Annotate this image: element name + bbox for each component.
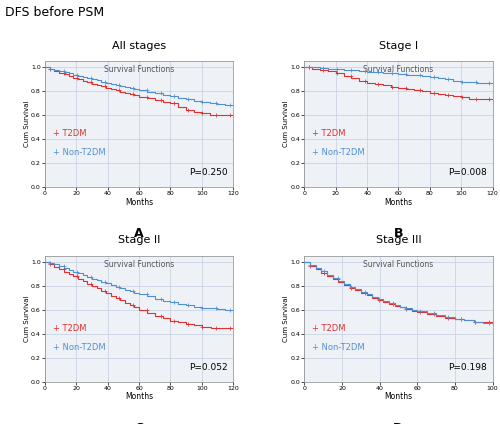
Y-axis label: Cum Survival: Cum Survival: [283, 101, 289, 148]
Text: + T2DM: + T2DM: [52, 324, 86, 333]
Text: A: A: [134, 227, 144, 240]
Text: Stage II: Stage II: [118, 235, 160, 245]
Text: Stage III: Stage III: [376, 235, 422, 245]
Text: Survival Functions: Survival Functions: [364, 260, 434, 269]
Y-axis label: Cum Survival: Cum Survival: [24, 296, 30, 342]
Text: B: B: [394, 227, 403, 240]
X-axis label: Months: Months: [384, 198, 412, 206]
Text: + T2DM: + T2DM: [312, 324, 346, 333]
Text: P=0.250: P=0.250: [189, 168, 228, 177]
Text: + Non-T2DM: + Non-T2DM: [312, 148, 364, 157]
Text: + T2DM: + T2DM: [52, 129, 86, 138]
Text: Stage I: Stage I: [379, 41, 418, 51]
X-axis label: Months: Months: [384, 392, 412, 401]
X-axis label: Months: Months: [125, 392, 153, 401]
Text: D: D: [394, 422, 404, 424]
Text: + Non-T2DM: + Non-T2DM: [52, 343, 105, 351]
Text: P=0.198: P=0.198: [448, 363, 487, 371]
Text: DFS before PSM: DFS before PSM: [5, 6, 104, 20]
Text: P=0.008: P=0.008: [448, 168, 487, 177]
Text: + Non-T2DM: + Non-T2DM: [312, 343, 364, 351]
Text: Survival Functions: Survival Functions: [364, 65, 434, 74]
Text: Survival Functions: Survival Functions: [104, 65, 174, 74]
Text: All stages: All stages: [112, 41, 166, 51]
Text: + Non-T2DM: + Non-T2DM: [52, 148, 105, 157]
Text: C: C: [134, 422, 143, 424]
Text: P=0.052: P=0.052: [189, 363, 228, 371]
Text: + T2DM: + T2DM: [312, 129, 346, 138]
Y-axis label: Cum Survival: Cum Survival: [283, 296, 289, 342]
X-axis label: Months: Months: [125, 198, 153, 206]
Y-axis label: Cum Survival: Cum Survival: [24, 101, 30, 148]
Text: Survival Functions: Survival Functions: [104, 260, 174, 269]
